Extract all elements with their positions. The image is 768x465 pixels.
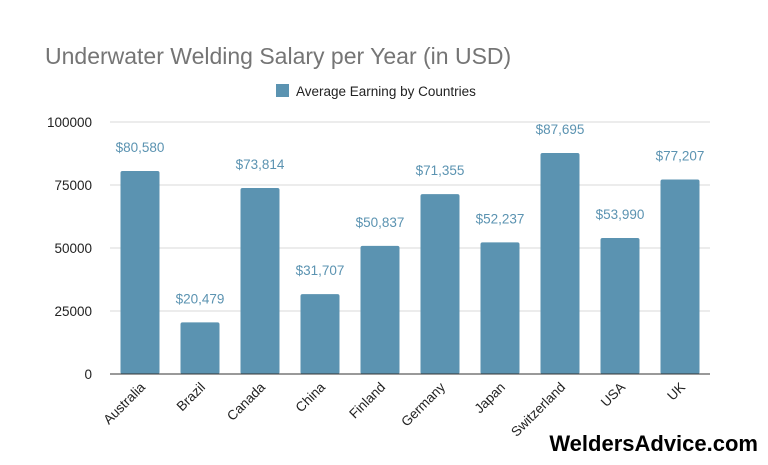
- bar: [480, 242, 520, 374]
- bars: [120, 153, 700, 374]
- data-label: $50,837: [356, 215, 405, 230]
- data-label: $87,695: [536, 122, 585, 137]
- y-axis-ticks: 0 25000 50000 75000 100000: [47, 115, 92, 382]
- bar: [660, 179, 700, 374]
- data-label: $77,207: [656, 148, 705, 163]
- y-tick-label: 25000: [54, 304, 92, 319]
- data-label: $53,990: [596, 207, 645, 222]
- watermark: WeldersAdvice.com: [549, 431, 758, 456]
- bar: [540, 153, 580, 374]
- bar: [600, 237, 640, 374]
- bar: [180, 322, 220, 374]
- x-tick-label: Finland: [346, 380, 388, 422]
- x-tick-label: China: [293, 379, 329, 415]
- x-tick-label: Canada: [224, 379, 268, 423]
- legend-swatch: [276, 84, 289, 97]
- legend: Average Earning by Countries: [276, 84, 476, 99]
- bar: [120, 170, 160, 374]
- bar: [420, 194, 460, 374]
- x-tick-label: Germany: [398, 379, 448, 429]
- y-tick-label: 75000: [54, 178, 92, 193]
- y-tick-label: 100000: [47, 115, 92, 130]
- y-tick-label: 50000: [54, 241, 92, 256]
- data-label: $71,355: [416, 163, 465, 178]
- x-tick-label: Brazil: [174, 380, 208, 414]
- bar: [300, 294, 340, 374]
- data-label: $52,237: [476, 211, 525, 226]
- x-tick-label: Japan: [471, 380, 508, 417]
- data-labels: $80,580 $20,479 $73,814 $31,707 $50,837 $71,3…: [116, 122, 705, 306]
- bar: [360, 245, 400, 374]
- x-tick-label: UK: [664, 380, 688, 404]
- data-label: $73,814: [236, 157, 285, 172]
- x-tick-label: Australia: [100, 379, 148, 427]
- y-tick-label: 0: [84, 367, 92, 382]
- legend-label: Average Earning by Countries: [296, 84, 476, 99]
- data-label: $80,580: [116, 140, 165, 155]
- x-tick-label: USA: [598, 380, 628, 410]
- data-label: $20,479: [176, 291, 225, 306]
- bar: [240, 187, 280, 374]
- data-label: $31,707: [296, 263, 345, 278]
- chart-title: Underwater Welding Salary per Year (in U…: [45, 43, 511, 69]
